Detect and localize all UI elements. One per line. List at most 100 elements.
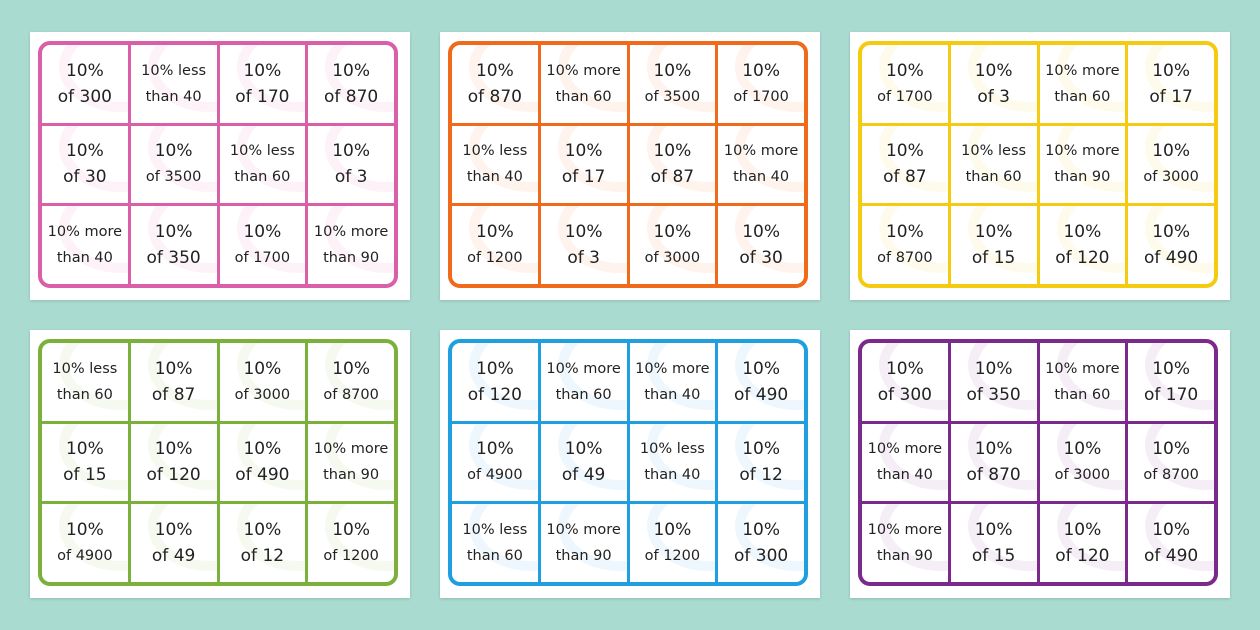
cell-text: 10% bbox=[564, 222, 603, 243]
cell-text: of 170 bbox=[235, 86, 290, 107]
cell-text: 10% less bbox=[229, 143, 295, 160]
bingo-cell: 10% of 15 bbox=[42, 423, 128, 502]
bingo-cell: 10% of 49 bbox=[540, 423, 627, 502]
cell-text: than 90 bbox=[1054, 169, 1111, 186]
cell-text: 10% bbox=[243, 520, 282, 541]
bingo-cell: 10% of 3500 bbox=[130, 125, 217, 204]
cell-text: 10% more bbox=[313, 441, 389, 458]
cell-text: of 8700 bbox=[877, 250, 933, 267]
cell-text: 10% more bbox=[313, 224, 389, 241]
bingo-cell: 10% of 1700 bbox=[862, 45, 948, 123]
cell-text: of 17 bbox=[1149, 86, 1193, 107]
cell-text: than 60 bbox=[56, 386, 113, 403]
cell-text: of 870 bbox=[966, 465, 1021, 486]
cell-text: 10% more bbox=[1045, 62, 1120, 79]
cell-text: of 3000 bbox=[1054, 467, 1111, 484]
cell-text: of 120 bbox=[1055, 248, 1110, 269]
cell-text: 10% bbox=[974, 222, 1013, 243]
bingo-cell: 10% less than 60 bbox=[42, 343, 128, 421]
cell-text: 10% bbox=[65, 141, 104, 162]
cell-text: than 60 bbox=[1054, 88, 1111, 105]
cell-text: 10% more bbox=[546, 522, 621, 539]
cell-text: than 60 bbox=[466, 548, 523, 565]
bingo-card: 10% of 300 10% of 350 10% more than 60 10% of 1… bbox=[850, 330, 1230, 598]
cell-text: of 87 bbox=[151, 384, 196, 405]
cell-text: 10% bbox=[1152, 358, 1191, 379]
cell-text: of 3 bbox=[977, 86, 1010, 107]
cell-text: 10% more bbox=[546, 360, 621, 377]
cell-text: of 30 bbox=[739, 248, 783, 269]
cell-text: 10% bbox=[653, 141, 692, 162]
cell-text: 10% bbox=[1152, 222, 1191, 243]
bingo-cell: 10% more than 60 bbox=[540, 45, 627, 123]
cell-text: than 90 bbox=[323, 467, 380, 484]
cell-text: of 4900 bbox=[467, 467, 523, 484]
cell-text: 10% bbox=[974, 60, 1013, 81]
bingo-cell: 10% more than 40 bbox=[42, 206, 128, 284]
bingo-cell: 10% of 3 bbox=[308, 125, 394, 204]
cell-text: of 3000 bbox=[644, 250, 701, 267]
cell-text: 10% bbox=[154, 222, 193, 243]
cell-text: 10% bbox=[332, 520, 371, 541]
bingo-cell: 10% more than 90 bbox=[1039, 125, 1126, 204]
cell-text: than 90 bbox=[555, 548, 612, 565]
cell-text: of 15 bbox=[971, 248, 1016, 269]
card-grid: 10% less than 60 10% of 87 10% of 3000 10% of 8… bbox=[38, 339, 398, 586]
bingo-cell: 10% of 490 bbox=[219, 423, 306, 502]
cell-text: 10% bbox=[742, 520, 781, 541]
bingo-cell: 10% of 3 bbox=[950, 45, 1037, 123]
cell-text: 10% more bbox=[723, 143, 799, 160]
cell-text: 10% less bbox=[462, 143, 528, 160]
cell-text: 10% less bbox=[961, 143, 1027, 160]
bingo-cell: 10% of 15 bbox=[950, 206, 1037, 284]
bingo-cell: 10% of 8700 bbox=[308, 343, 394, 421]
cell-text: of 3500 bbox=[644, 88, 701, 105]
bingo-cell: 10% more than 40 bbox=[629, 343, 716, 421]
bingo-cell: 10% of 87 bbox=[629, 125, 716, 204]
bingo-cell: 10% of 12 bbox=[219, 504, 306, 582]
cell-text: 10% bbox=[742, 439, 781, 460]
cell-text: of 4900 bbox=[57, 548, 113, 565]
cell-text: than 90 bbox=[876, 548, 933, 565]
cell-text: of 3000 bbox=[234, 386, 291, 403]
cell-text: of 490 bbox=[235, 465, 290, 486]
bingo-cell: 10% of 1200 bbox=[629, 504, 716, 582]
cell-text: of 120 bbox=[146, 465, 201, 486]
cell-text: 10% bbox=[974, 439, 1013, 460]
bingo-cell: 10% of 15 bbox=[950, 504, 1037, 582]
cell-text: of 15 bbox=[971, 546, 1016, 567]
cell-text: of 1700 bbox=[234, 250, 291, 267]
bingo-cell: 10% of 8700 bbox=[1128, 423, 1214, 502]
cell-text: of 3500 bbox=[145, 169, 202, 186]
cell-text: of 3 bbox=[334, 167, 368, 188]
cell-text: 10% less bbox=[52, 360, 118, 377]
cell-text: than 40 bbox=[876, 467, 933, 484]
cell-text: than 40 bbox=[644, 386, 701, 403]
cell-text: 10% bbox=[475, 439, 514, 460]
bingo-cell: 10% of 350 bbox=[130, 206, 217, 284]
cell-text: 10% bbox=[885, 358, 924, 379]
bingo-cell: 10% more than 90 bbox=[308, 423, 394, 502]
cell-text: of 12 bbox=[240, 546, 285, 567]
cell-text: of 1700 bbox=[733, 88, 789, 105]
bingo-cell: 10% of 3000 bbox=[219, 343, 306, 421]
cell-text: than 60 bbox=[234, 169, 291, 186]
cell-text: 10% bbox=[475, 60, 514, 81]
bingo-cell: 10% less than 40 bbox=[452, 125, 538, 204]
bingo-cell: 10% of 30 bbox=[42, 125, 128, 204]
bingo-cell: 10% less than 60 bbox=[452, 504, 538, 582]
cell-text: 10% bbox=[65, 439, 104, 460]
bingo-cell: 10% of 4900 bbox=[42, 504, 128, 582]
cell-text: of 490 bbox=[1144, 546, 1199, 567]
bingo-cell: 10% of 17 bbox=[1128, 45, 1214, 123]
bingo-cell: 10% of 490 bbox=[1128, 206, 1214, 284]
cell-text: than 90 bbox=[323, 250, 380, 267]
bingo-card: 10% of 300 10% less than 40 10% of 170 10% of 8… bbox=[30, 32, 410, 300]
cell-text: 10% bbox=[154, 358, 193, 379]
bingo-cell: 10% more than 90 bbox=[308, 206, 394, 284]
bingo-cell: 10% less than 60 bbox=[950, 125, 1037, 204]
bingo-cell: 10% more than 40 bbox=[862, 423, 948, 502]
card-grid: 10% of 1700 10% of 3 10% more than 60 10% of 17… bbox=[858, 41, 1218, 288]
cell-text: 10% bbox=[332, 141, 371, 162]
